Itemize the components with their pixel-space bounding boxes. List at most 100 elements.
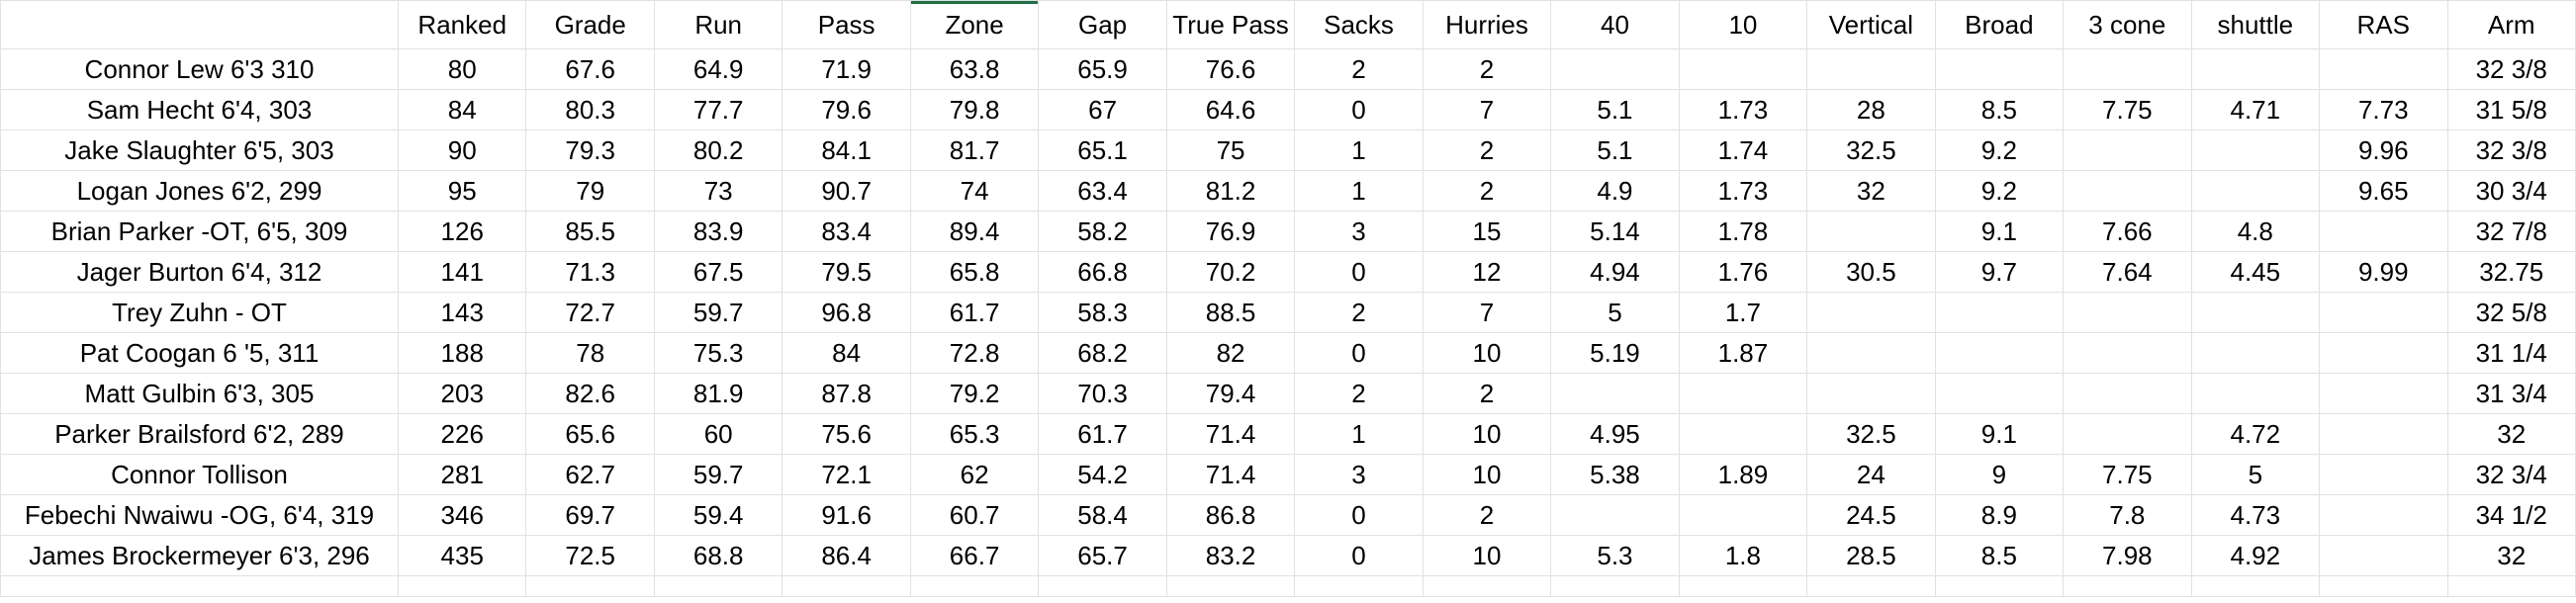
stat-cell[interactable]: 60: [653, 413, 783, 455]
header-cell[interactable]: Zone: [909, 0, 1040, 49]
stat-cell[interactable]: [2190, 332, 2321, 374]
stat-cell[interactable]: 1: [1294, 413, 1424, 455]
stat-cell[interactable]: 71.4: [1165, 454, 1296, 495]
header-cell[interactable]: True Pass: [1165, 0, 1296, 49]
stat-cell[interactable]: 5.1: [1550, 129, 1680, 171]
empty-cell[interactable]: [2319, 575, 2448, 597]
stat-cell[interactable]: 73: [653, 170, 783, 212]
stat-cell[interactable]: 0: [1294, 535, 1424, 576]
stat-cell[interactable]: 82.6: [525, 373, 655, 414]
stat-cell[interactable]: [2319, 211, 2448, 252]
stat-cell[interactable]: 7: [1422, 89, 1552, 130]
stat-cell[interactable]: 12: [1422, 251, 1552, 293]
stat-cell[interactable]: [2063, 332, 2192, 374]
stat-cell[interactable]: [2190, 129, 2321, 171]
stat-cell[interactable]: 78: [525, 332, 655, 374]
stat-cell[interactable]: 0: [1294, 89, 1424, 130]
stat-cell[interactable]: [1678, 48, 1808, 90]
stat-cell[interactable]: 64.9: [653, 48, 783, 90]
stat-cell[interactable]: 1.73: [1678, 89, 1808, 130]
stat-cell[interactable]: 91.6: [782, 494, 911, 536]
stat-cell[interactable]: 4.45: [2190, 251, 2321, 293]
stat-cell[interactable]: 90.7: [782, 170, 911, 212]
stat-cell[interactable]: 4.9: [1550, 170, 1680, 212]
stat-cell[interactable]: 81.9: [653, 373, 783, 414]
stat-cell[interactable]: 9.99: [2319, 251, 2448, 293]
stat-cell[interactable]: 64.6: [1165, 89, 1296, 130]
stat-cell[interactable]: 4.73: [2190, 494, 2321, 536]
header-cell[interactable]: 40: [1550, 0, 1680, 49]
stat-cell[interactable]: [2319, 535, 2448, 576]
stat-cell[interactable]: 4.71: [2190, 89, 2321, 130]
stat-cell[interactable]: 66.8: [1038, 251, 1167, 293]
stat-cell[interactable]: 2: [1422, 494, 1552, 536]
stat-cell[interactable]: 59.7: [653, 454, 783, 495]
stat-cell[interactable]: 70.2: [1165, 251, 1296, 293]
stat-cell[interactable]: 7.98: [2063, 535, 2192, 576]
stat-cell[interactable]: 79.8: [909, 89, 1040, 130]
stat-cell[interactable]: 30.5: [1806, 251, 1936, 293]
stat-cell[interactable]: [2190, 292, 2321, 333]
stat-cell[interactable]: [2063, 373, 2192, 414]
stat-cell[interactable]: [2063, 413, 2192, 455]
stat-cell[interactable]: 7.75: [2063, 454, 2192, 495]
stat-cell[interactable]: 2: [1422, 373, 1552, 414]
empty-cell[interactable]: [909, 575, 1040, 597]
stat-cell[interactable]: 7: [1422, 292, 1552, 333]
empty-cell[interactable]: [1806, 575, 1936, 597]
stat-cell[interactable]: 58.3: [1038, 292, 1167, 333]
stat-cell[interactable]: 89.4: [909, 211, 1040, 252]
stat-cell[interactable]: [1806, 373, 1936, 414]
player-cell[interactable]: Sam Hecht 6'4, 303: [0, 89, 399, 130]
stat-cell[interactable]: 2: [1422, 129, 1552, 171]
stat-cell[interactable]: 7.64: [2063, 251, 2192, 293]
stat-cell[interactable]: 281: [397, 454, 527, 495]
stat-cell[interactable]: 10: [1422, 332, 1552, 374]
stat-cell[interactable]: 68.8: [653, 535, 783, 576]
stat-cell[interactable]: 70.3: [1038, 373, 1167, 414]
stat-cell[interactable]: 8.5: [1934, 535, 2065, 576]
stat-cell[interactable]: 31 1/4: [2446, 332, 2576, 374]
stat-cell[interactable]: 1.87: [1678, 332, 1808, 374]
stat-cell[interactable]: 68.2: [1038, 332, 1167, 374]
stat-cell[interactable]: 8.9: [1934, 494, 2065, 536]
stat-cell[interactable]: 5.1: [1550, 89, 1680, 130]
stat-cell[interactable]: 65.7: [1038, 535, 1167, 576]
stat-cell[interactable]: 72.1: [782, 454, 911, 495]
empty-cell[interactable]: [1550, 575, 1680, 597]
player-cell[interactable]: James Brockermeyer 6'3, 296: [0, 535, 399, 576]
stat-cell[interactable]: 84: [782, 332, 911, 374]
stat-cell[interactable]: 65.1: [1038, 129, 1167, 171]
stat-cell[interactable]: [2063, 48, 2192, 90]
stat-cell[interactable]: [2319, 454, 2448, 495]
stat-cell[interactable]: 10: [1422, 454, 1552, 495]
stat-cell[interactable]: 226: [397, 413, 527, 455]
stat-cell[interactable]: [2063, 129, 2192, 171]
stat-cell[interactable]: 9.65: [2319, 170, 2448, 212]
stat-cell[interactable]: 32 7/8: [2446, 211, 2576, 252]
stat-cell[interactable]: [1550, 373, 1680, 414]
header-cell[interactable]: Run: [653, 0, 783, 49]
stat-cell[interactable]: 5.3: [1550, 535, 1680, 576]
stat-cell[interactable]: 31 5/8: [2446, 89, 2576, 130]
stat-cell[interactable]: 0: [1294, 494, 1424, 536]
stat-cell[interactable]: 9.2: [1934, 170, 2065, 212]
stat-cell[interactable]: 203: [397, 373, 527, 414]
stat-cell[interactable]: 9.7: [1934, 251, 2065, 293]
stat-cell[interactable]: 3: [1294, 454, 1424, 495]
stat-cell[interactable]: 15: [1422, 211, 1552, 252]
stat-cell[interactable]: 346: [397, 494, 527, 536]
empty-cell[interactable]: [0, 575, 399, 597]
stat-cell[interactable]: 9.96: [2319, 129, 2448, 171]
stat-cell[interactable]: 30 3/4: [2446, 170, 2576, 212]
stat-cell[interactable]: 83.9: [653, 211, 783, 252]
empty-cell[interactable]: [1165, 575, 1296, 597]
empty-cell[interactable]: [782, 575, 911, 597]
stat-cell[interactable]: 7.66: [2063, 211, 2192, 252]
stat-cell[interactable]: 32: [2446, 535, 2576, 576]
stat-cell[interactable]: 80: [397, 48, 527, 90]
stat-cell[interactable]: 63.4: [1038, 170, 1167, 212]
stat-cell[interactable]: [2190, 170, 2321, 212]
stat-cell[interactable]: 7.75: [2063, 89, 2192, 130]
stat-cell[interactable]: [2063, 170, 2192, 212]
